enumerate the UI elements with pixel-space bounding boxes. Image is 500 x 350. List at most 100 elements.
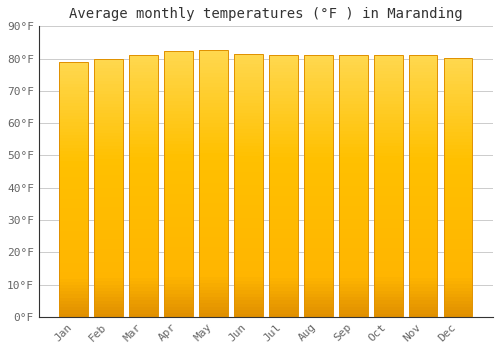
Bar: [199, 84, 228, 87]
Bar: [339, 173, 368, 176]
Bar: [199, 233, 228, 237]
Bar: [444, 278, 472, 281]
Bar: [60, 97, 88, 100]
Bar: [94, 113, 123, 117]
Bar: [409, 124, 438, 127]
Bar: [60, 161, 88, 164]
Bar: [444, 301, 472, 304]
Bar: [60, 240, 88, 244]
Bar: [234, 208, 263, 211]
Bar: [199, 237, 228, 240]
Bar: [60, 199, 88, 202]
Bar: [444, 142, 472, 145]
Bar: [269, 72, 298, 75]
Bar: [60, 65, 88, 68]
Bar: [374, 241, 402, 245]
Bar: [339, 251, 368, 255]
Bar: [304, 147, 332, 150]
Bar: [409, 85, 438, 88]
Bar: [444, 298, 472, 301]
Bar: [374, 114, 402, 117]
Bar: [199, 207, 228, 210]
Bar: [164, 211, 193, 214]
Bar: [130, 62, 158, 65]
Bar: [130, 310, 158, 314]
Bar: [234, 258, 263, 261]
Bar: [339, 114, 368, 118]
Bar: [409, 147, 438, 150]
Bar: [409, 160, 438, 163]
Bar: [339, 196, 368, 199]
Bar: [444, 71, 472, 74]
Bar: [60, 231, 88, 234]
Bar: [304, 104, 332, 108]
Bar: [234, 86, 263, 90]
Bar: [269, 206, 298, 209]
Bar: [444, 291, 472, 294]
Bar: [444, 242, 472, 246]
Bar: [444, 314, 472, 317]
Bar: [130, 85, 158, 88]
Bar: [269, 186, 298, 189]
Bar: [130, 163, 158, 167]
Bar: [234, 159, 263, 162]
Bar: [339, 212, 368, 216]
Bar: [374, 281, 402, 284]
Bar: [409, 180, 438, 183]
Bar: [130, 229, 158, 232]
Bar: [374, 74, 402, 78]
Bar: [199, 257, 228, 260]
Bar: [199, 284, 228, 287]
Bar: [304, 212, 332, 216]
Bar: [444, 77, 472, 80]
Bar: [199, 130, 228, 133]
Bar: [374, 156, 402, 160]
Bar: [269, 284, 298, 287]
Bar: [234, 169, 263, 172]
Bar: [199, 147, 228, 150]
Bar: [444, 223, 472, 226]
Bar: [234, 162, 263, 166]
Bar: [234, 271, 263, 274]
Bar: [304, 98, 332, 101]
Bar: [269, 98, 298, 101]
Bar: [130, 241, 158, 245]
Bar: [234, 238, 263, 241]
Bar: [164, 65, 193, 68]
Bar: [409, 140, 438, 143]
Bar: [409, 163, 438, 167]
Bar: [94, 210, 123, 214]
Bar: [409, 144, 438, 147]
Bar: [304, 297, 332, 300]
Bar: [199, 297, 228, 300]
Bar: [234, 314, 263, 317]
Bar: [339, 118, 368, 121]
Bar: [130, 186, 158, 189]
Bar: [269, 297, 298, 300]
Bar: [60, 244, 88, 247]
Bar: [130, 121, 158, 124]
Bar: [444, 217, 472, 220]
Bar: [339, 281, 368, 284]
Bar: [164, 75, 193, 78]
Bar: [164, 284, 193, 287]
Bar: [60, 291, 88, 294]
Bar: [164, 287, 193, 290]
Bar: [234, 149, 263, 152]
Bar: [234, 198, 263, 202]
Bar: [444, 58, 472, 61]
Bar: [409, 245, 438, 248]
Bar: [374, 209, 402, 212]
Bar: [269, 261, 298, 265]
Bar: [444, 259, 472, 262]
Bar: [304, 235, 332, 238]
Bar: [339, 124, 368, 127]
Bar: [409, 261, 438, 265]
Bar: [199, 110, 228, 113]
Bar: [60, 116, 88, 119]
Bar: [130, 268, 158, 271]
Bar: [234, 90, 263, 93]
Bar: [409, 206, 438, 209]
Bar: [374, 91, 402, 94]
Bar: [60, 298, 88, 301]
